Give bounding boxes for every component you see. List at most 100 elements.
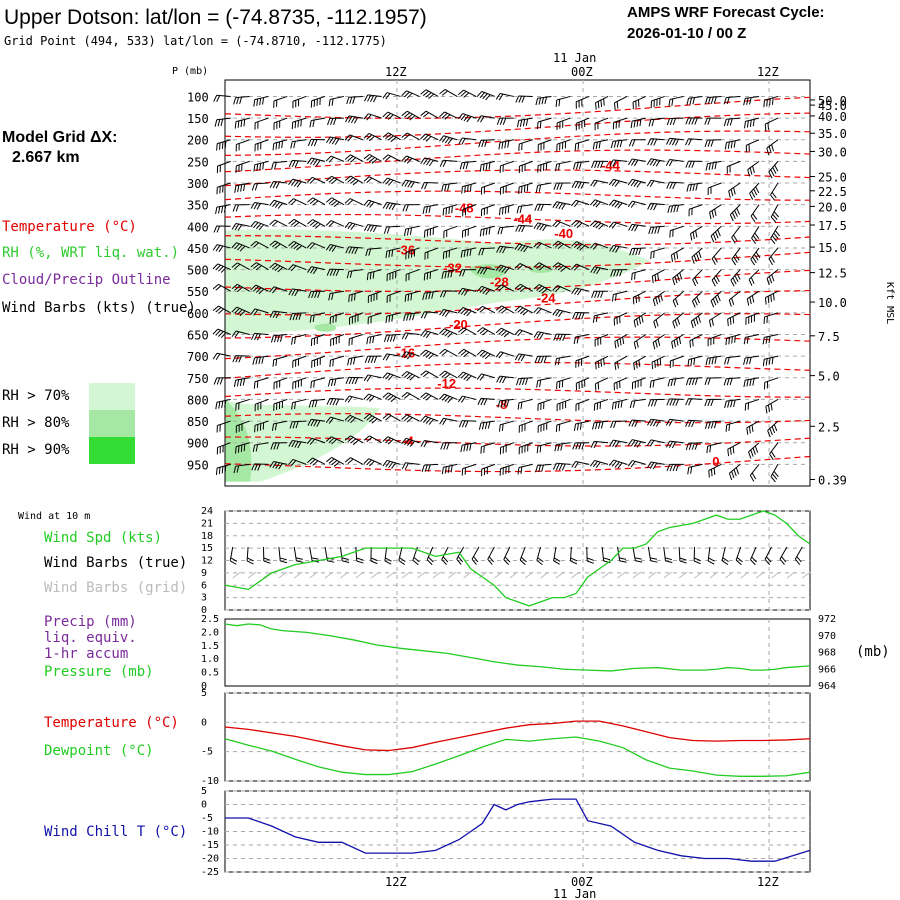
precip-tick-label: 1.0 (201, 654, 219, 665)
legend-entry: RH (%, WRT liq. wat.) (2, 245, 179, 261)
cross-section-legend: Temperature (°C) RH (%, WRT liq. wat.) Clo… (2, 219, 196, 316)
rh-bin-swatch (89, 437, 135, 464)
temperature-contour (224, 269, 811, 293)
height-tick-label: 20.0 (818, 200, 847, 214)
temperature-contour (224, 313, 811, 339)
height-tick-label: 50.0 (818, 94, 847, 108)
temperature-contour (224, 169, 811, 187)
pressure-tick-label: 650 (187, 329, 209, 343)
temperature-contour-label: -40 (554, 226, 573, 241)
wind-panel-title: Wind at 10 m (18, 511, 90, 522)
temperature-contour-label: -24 (537, 291, 557, 306)
rh-70-region (225, 229, 650, 335)
pressure-tick-label: 250 (187, 155, 209, 169)
cross-section-frame (224, 79, 811, 487)
precip-label: liq. equiv. (44, 630, 137, 646)
temperature-contour (224, 455, 811, 473)
pressure-tick-label: 150 (187, 112, 209, 126)
time-tick-top: 12Z (385, 65, 407, 79)
temperature-label: Temperature (°C) (44, 715, 179, 731)
temperature-contour-label: -32 (443, 260, 462, 275)
pressure-tick-label: 850 (187, 415, 209, 429)
height-tick-label: 30.0 (818, 145, 847, 159)
temperature-contour (224, 413, 811, 424)
temperature-contour (224, 362, 811, 379)
wind-barbs-true-label: Wind Barbs (true) (44, 555, 187, 571)
wind-chill-panel: 5 0 -5 -10 -15 -20 -25 Wind Chill T (°C) 12Z 00Z 1… (44, 786, 811, 889)
pressure-tick-label: 550 (187, 285, 209, 299)
rh-bin-label: RH > 90% (2, 442, 70, 458)
height-tick-label: 35.0 (818, 127, 847, 141)
wind-chill-tick-label: -20 (201, 854, 219, 865)
pressure-unit-label: (mb) (856, 644, 890, 660)
temperature-contour (224, 112, 811, 138)
time-tick-bottom: 12Z (757, 875, 779, 889)
precip-tick-label: 0.5 (201, 668, 219, 679)
height-tick-label: 10.0 (818, 296, 847, 310)
rh-bins-legend: RH > 70% RH > 80% RH > 90% (2, 383, 135, 464)
precip-tick-label: 2.0 (201, 627, 219, 638)
forecast-cycle-value: 2026-01-10 / 00 Z (627, 25, 746, 42)
wind-tick-label: 12 (201, 556, 213, 567)
temperature-contour (224, 130, 811, 157)
height-tick-label: 45.0 (818, 99, 847, 113)
legend-entry: Cloud/Precip Outline (2, 272, 171, 288)
time-tick-bottom: 12Z (385, 875, 407, 889)
height-tick-label: 5.0 (818, 370, 840, 384)
rh-bin-swatch (89, 383, 135, 410)
wind-tick-label: 15 (201, 543, 213, 554)
pressure-tick-label: 966 (818, 664, 836, 675)
bottom-date-label: 11 Jan (553, 887, 596, 900)
forecast-cycle-title: AMPS WRF Forecast Cycle: (627, 4, 825, 21)
dewpoint-label: Dewpoint (°C) (44, 743, 154, 759)
pressure-tick-label: 350 (187, 199, 209, 213)
time-tick-bottom: 00Z (571, 875, 593, 889)
pressure-tick-label: 972 (818, 614, 836, 625)
panel-frame (224, 692, 811, 782)
wind-chill-tick-label: -15 (201, 840, 219, 851)
temperature-contour (224, 190, 811, 201)
wind-chill-tick-label: -5 (201, 813, 213, 824)
temperature-contour (224, 235, 811, 246)
time-tick-top: 12Z (757, 65, 779, 79)
wind-chill-tick-label: -10 (201, 827, 219, 838)
grid-spacing-label: Model Grid ΔX: (2, 129, 118, 146)
height-tick-label: 25.0 (818, 171, 847, 185)
pressure-tick-label: 800 (187, 393, 209, 407)
temperature-contour-label: -36 (396, 243, 415, 258)
height-tick-label: 15.0 (818, 241, 847, 255)
temp-tick-label: 5 (201, 688, 207, 699)
wind-tick-label: 9 (201, 568, 207, 579)
wind-tick-label: 6 (201, 580, 207, 591)
cross-section-panel: 100 150 200 250 300 350 400 450 500 550 600 650 700 7… (187, 65, 847, 488)
temperature-contour (224, 289, 811, 316)
height-tick-label: 17.5 (818, 219, 847, 233)
pressure-tick-label: 964 (818, 681, 836, 692)
precip-tick-label: 0 (201, 681, 207, 692)
pressure-tick-label: 100 (187, 90, 209, 104)
height-tick-label: 12.5 (818, 267, 847, 281)
height-tick-label: 2.5 (818, 420, 840, 434)
wind-chill-line (225, 798, 811, 862)
temperature-contour-label: -44 (513, 212, 533, 227)
grid-point-subtitle: Grid Point (494, 533) lat/lon = (-74.871… (4, 34, 387, 48)
temperature-contour (224, 149, 811, 173)
pressure-tick-label: 600 (187, 307, 209, 321)
wind-barbs-grid-label: Wind Barbs (grid) (44, 580, 187, 596)
temp-tick-label: -10 (201, 776, 219, 787)
temperature-contour (224, 96, 811, 119)
wind-chill-label: Wind Chill T (°C) (44, 824, 187, 840)
temperature-contour (224, 387, 811, 398)
temperature-contour-label: -48 (455, 200, 474, 215)
legend-entry: Wind Barbs (kts) (true) (2, 300, 196, 316)
temperature-contour (224, 436, 811, 447)
temp-tick-label: 0 (201, 717, 207, 728)
precip-label: Precip (mm) (44, 614, 137, 630)
height-tick-label: 0.39 (818, 474, 847, 488)
temperature-contour-label: -16 (396, 346, 415, 361)
pressure-label: Pressure (mb) (44, 664, 154, 680)
temperature-contour-label: 0 (712, 454, 719, 469)
wind-tick-label: 3 (201, 593, 207, 604)
